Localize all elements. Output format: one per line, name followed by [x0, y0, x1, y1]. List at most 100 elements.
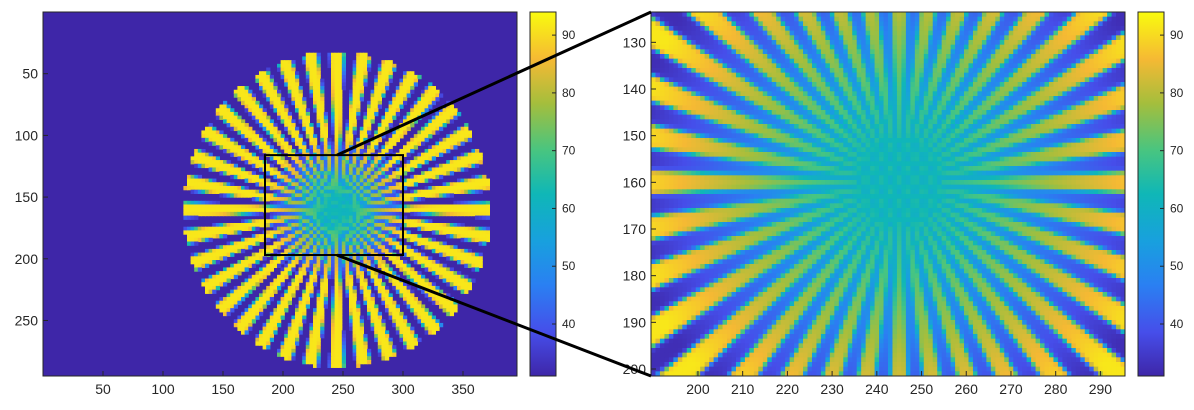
heatmap-cell	[341, 189, 346, 194]
heatmap-cell	[403, 208, 408, 213]
heatmap-cell	[843, 12, 849, 18]
heatmap-cell	[399, 337, 404, 343]
heatmap-cell	[682, 30, 688, 36]
heatmap-cell	[208, 130, 213, 135]
heatmap-cell	[428, 297, 433, 302]
heatmap-cell	[205, 260, 210, 265]
heatmap-cell	[367, 100, 372, 106]
heatmap-cell	[295, 74, 300, 80]
heatmap-cell	[449, 171, 454, 176]
heatmap-cell	[403, 263, 408, 269]
heatmap-cell	[338, 341, 343, 346]
heatmap-cell	[406, 289, 411, 294]
heatmap-cell	[320, 93, 325, 98]
heatmap-cell	[223, 163, 228, 169]
heatmap-cell	[428, 152, 433, 157]
heatmap-cell	[1040, 44, 1046, 50]
heatmap-cell	[399, 171, 404, 176]
heatmap-cell	[1031, 21, 1037, 27]
heatmap-cell	[284, 234, 289, 239]
heatmap-cell	[923, 21, 929, 27]
heatmap-cell	[266, 230, 271, 235]
heatmap-cell	[316, 163, 321, 169]
heatmap-cell	[287, 200, 292, 206]
heatmap-cell	[1111, 30, 1117, 36]
heatmap-cell	[341, 352, 346, 357]
heatmap-cell	[309, 167, 314, 172]
heatmap-cell	[856, 26, 862, 32]
heatmap-cell	[349, 208, 354, 213]
heatmap-cell	[410, 334, 415, 339]
heatmap-cell	[338, 200, 343, 206]
heatmap-cell	[482, 211, 487, 217]
heatmap-cell	[417, 300, 422, 306]
heatmap-cell	[356, 208, 361, 213]
heatmap-cell	[341, 359, 346, 365]
heatmap-cell	[262, 123, 267, 128]
heatmap-cell	[1120, 40, 1125, 46]
heatmap-cell	[852, 44, 858, 50]
heatmap-cell	[338, 256, 343, 261]
heatmap-cell	[413, 241, 418, 246]
heatmap-cell	[248, 89, 253, 95]
heatmap-cell	[861, 26, 867, 32]
heatmap-cell	[794, 16, 800, 22]
heatmap-cell	[233, 167, 238, 172]
heatmap-cell	[359, 78, 364, 83]
heatmap-cell	[287, 226, 292, 231]
heatmap-cell	[331, 86, 336, 91]
heatmap-cell	[331, 156, 336, 161]
heatmap-cell	[316, 345, 321, 350]
heatmap-cell	[485, 234, 490, 239]
heatmap-cell	[277, 111, 282, 117]
heatmap-cell	[460, 167, 465, 172]
heatmap-cell	[421, 315, 426, 320]
heatmap-cell	[309, 60, 314, 65]
heatmap-cell	[435, 111, 440, 117]
heatmap-cell	[223, 300, 228, 306]
heatmap-cell	[316, 74, 321, 80]
heatmap-cell	[999, 16, 1005, 22]
heatmap-cell	[888, 44, 893, 50]
heatmap-cell	[968, 44, 974, 50]
heatmap-cell	[287, 63, 292, 69]
heatmap-cell	[453, 285, 458, 291]
heatmap-cell	[302, 311, 307, 317]
heatmap-cell	[428, 126, 433, 132]
heatmap-cell	[471, 278, 476, 283]
heatmap-cell	[399, 293, 404, 298]
heatmap-cell	[345, 282, 350, 287]
heatmap-cell	[298, 86, 303, 91]
heatmap-cell	[291, 322, 296, 328]
heatmap-cell	[255, 74, 260, 80]
heatmap-cell	[838, 26, 844, 32]
heatmap-cell	[740, 26, 746, 32]
heatmap-cell	[959, 44, 965, 50]
heatmap-cell	[359, 359, 364, 365]
heatmap-cell	[968, 16, 974, 22]
heatmap-cell	[374, 137, 379, 143]
heatmap-cell	[910, 21, 916, 27]
heatmap-cell	[349, 197, 354, 202]
heatmap-cell	[421, 178, 426, 183]
heatmap-cell	[1093, 16, 1099, 22]
heatmap-cell	[262, 93, 267, 98]
heatmap-cell	[413, 278, 418, 283]
heatmap-cell	[377, 334, 382, 339]
heatmap-cell	[758, 16, 764, 22]
heatmap-cell	[183, 226, 188, 231]
heatmap-cell	[870, 12, 876, 18]
heatmap-cell	[266, 185, 271, 191]
heatmap-cell	[230, 167, 235, 172]
heatmap-cell	[847, 40, 853, 46]
heatmap-cell	[399, 245, 404, 250]
heatmap-cell	[233, 123, 238, 128]
heatmap-cell	[309, 237, 314, 243]
heatmap-cell	[334, 267, 339, 272]
heatmap-cell	[259, 297, 264, 302]
heatmap-cell	[298, 174, 303, 180]
heatmap-cell	[302, 97, 307, 102]
heatmap-cell	[388, 167, 393, 172]
heatmap-cell	[320, 322, 325, 328]
